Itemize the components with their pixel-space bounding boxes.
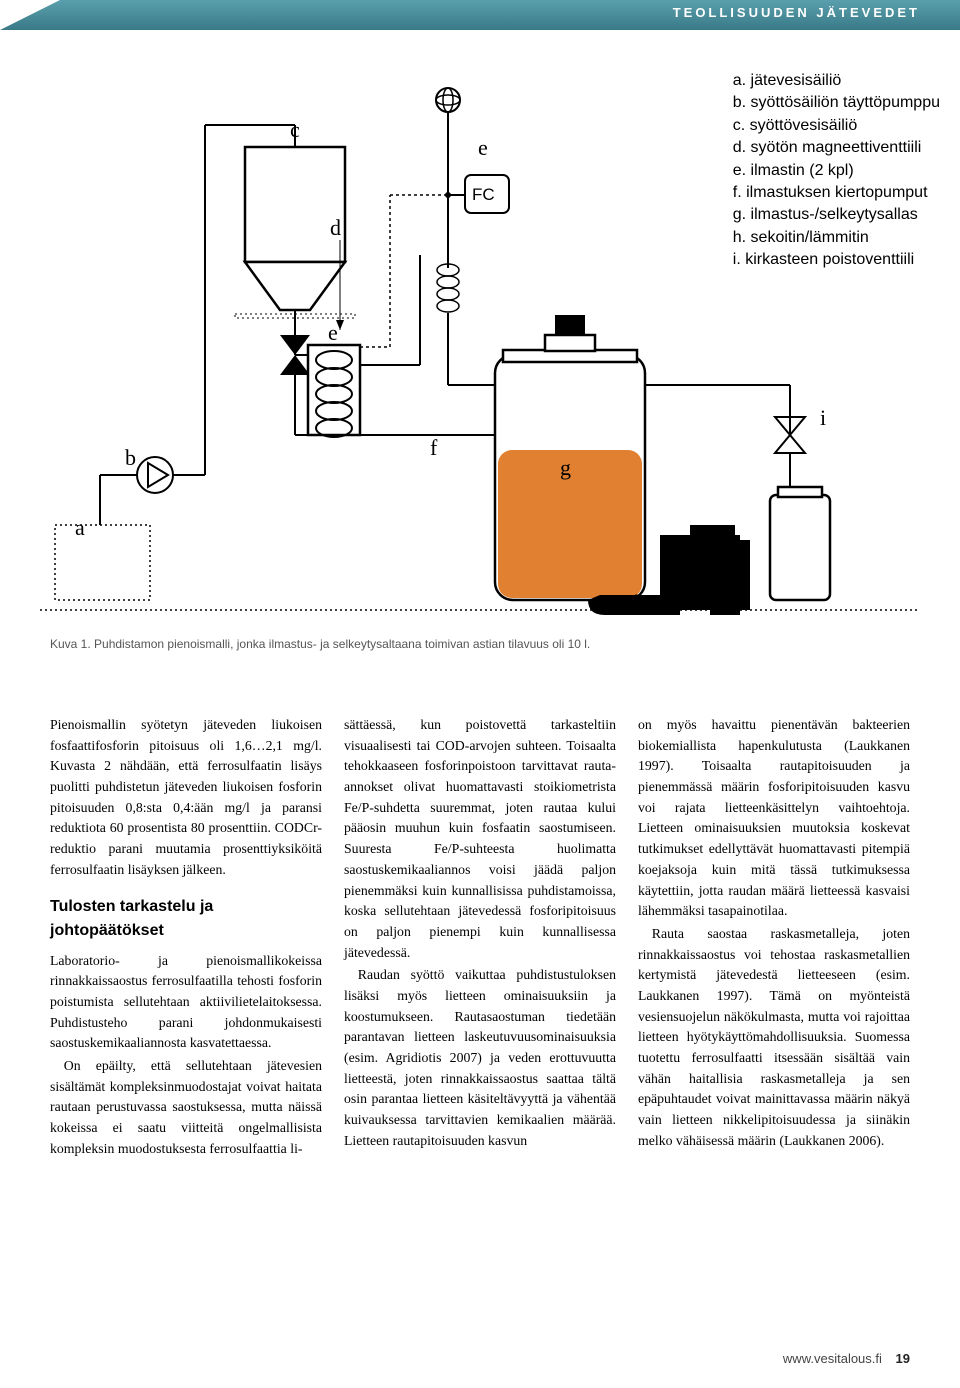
paragraph: Rauta saostaa raskasmetalleja, joten rin… (638, 924, 910, 1152)
label-c: c (290, 117, 300, 142)
paragraph: on myös havaittu pienentävän bakteerien … (638, 715, 910, 922)
label-a: a (75, 515, 85, 540)
legend-item: g. ilmastus-/selkeytysallas (733, 204, 940, 226)
figure-caption: Kuva 1. Puhdistamon pienoismalli, jonka … (50, 637, 590, 651)
column-3: on myös havaittu pienentävän bakteerien … (638, 715, 910, 1159)
legend-item: i. kirkasteen poistoventtiili (733, 249, 940, 271)
section-heading: Tulosten tarkastelu ja johtopäätökset (50, 895, 322, 943)
paragraph: On epäilty, että sellutehtaan jätevesien… (50, 1056, 322, 1159)
footer-url: www.vesitalous.fi (783, 1351, 882, 1366)
header-title: TEOLLISUUDEN JÄTEVEDET (673, 5, 920, 20)
legend-item: c. syöttövesisäiliö (733, 115, 940, 137)
legend-item: e. ilmastin (2 kpl) (733, 160, 940, 182)
legend-item: f. ilmastuksen kiertopumput (733, 182, 940, 204)
label-i: i (820, 405, 826, 430)
page-number: 19 (896, 1351, 910, 1366)
label-f: f (430, 435, 438, 460)
label-d: d (330, 215, 341, 240)
paragraph: sättäessä, kun poistovettä tarkasteltiin… (344, 715, 616, 963)
legend-item: d. syötön magneettiventtiili (733, 137, 940, 159)
header-band: TEOLLISUUDEN JÄTEVEDET (0, 0, 960, 30)
paragraph: Raudan syöttö vaikuttaa puhdistustulokse… (344, 965, 616, 1151)
label-e1: e (478, 135, 488, 160)
label-e2: e (328, 320, 338, 345)
body-columns: Pienoismallin syötetyn jäteveden liukois… (50, 715, 910, 1159)
column-2: sättäessä, kun poistovettä tarkasteltiin… (344, 715, 616, 1159)
legend-item: a. jätevesisäiliö (733, 70, 940, 92)
label-b: b (125, 445, 136, 470)
column-1: Pienoismallin syötetyn jäteveden liukois… (50, 715, 322, 1159)
legend-item: b. syöttösäiliön täyttöpumppu (733, 92, 940, 114)
label-g: g (560, 455, 571, 480)
label-FC: FC (472, 185, 495, 204)
diagram-legend: a. jätevesisäiliö b. syöttösäiliön täytt… (733, 70, 940, 272)
paragraph: Laboratorio- ja pienoismallikokeissa rin… (50, 951, 322, 1054)
legend-item: h. sekoitin/lämmitin (733, 227, 940, 249)
label-h: h (635, 590, 646, 615)
footer: www.vesitalous.fi 19 (783, 1351, 910, 1366)
paragraph: Pienoismallin syötetyn jäteveden liukois… (50, 715, 322, 881)
